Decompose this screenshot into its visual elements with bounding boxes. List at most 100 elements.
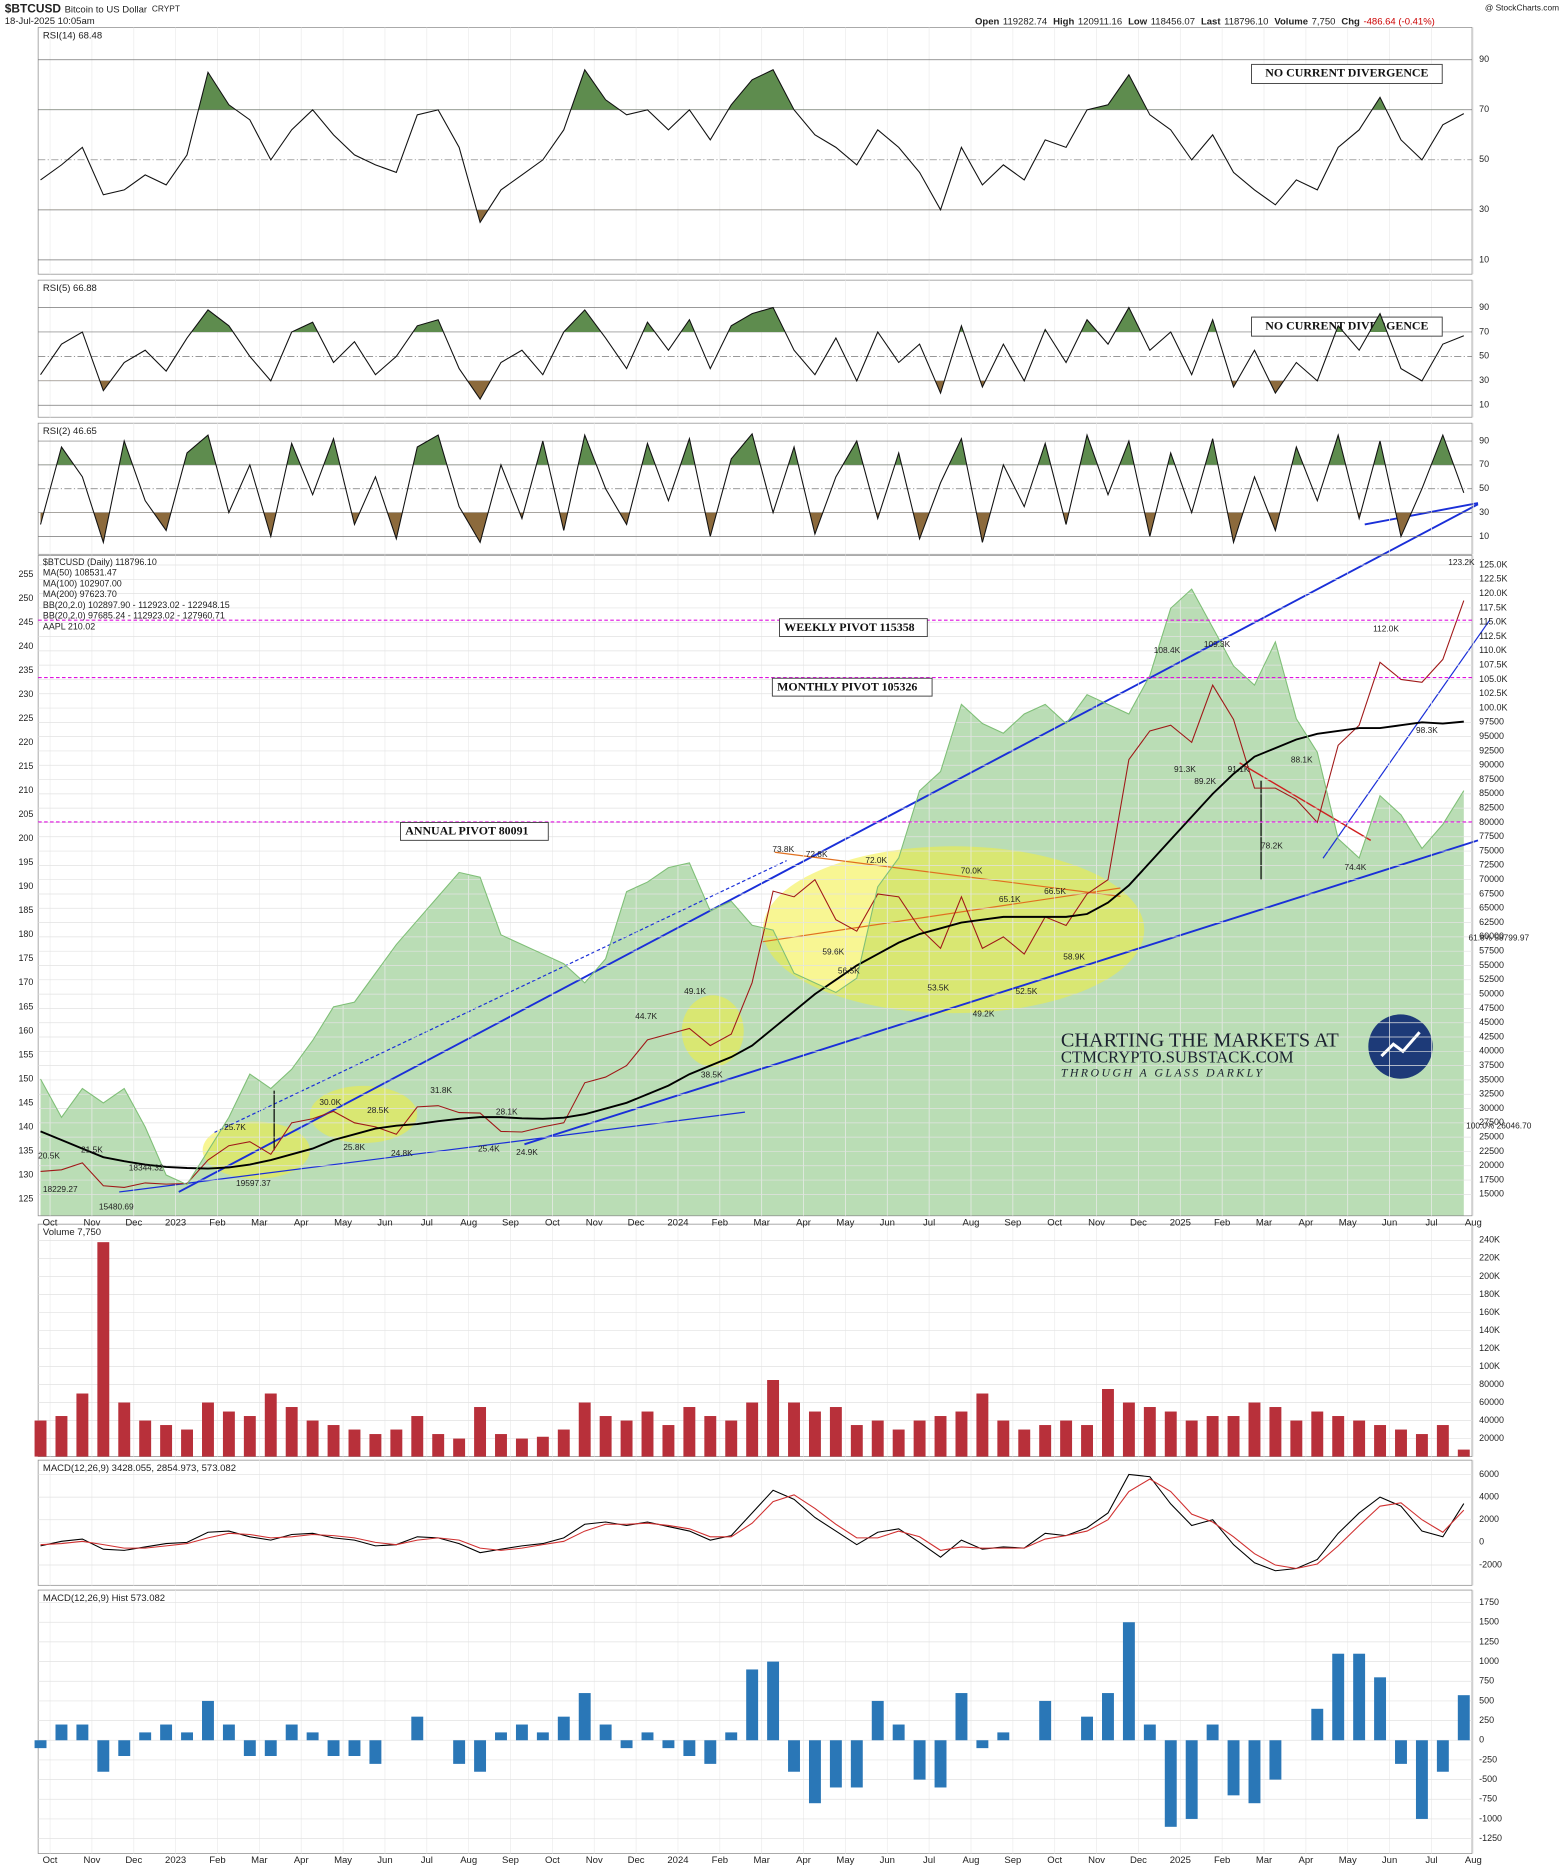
bar <box>1081 1716 1093 1741</box>
panel-title: Volume 7,750 <box>43 1227 101 1238</box>
y2-tick-label: 225 <box>18 713 33 723</box>
name: Bitcoin to US Dollar <box>65 4 148 15</box>
x-tick-label: Jun <box>1382 1855 1397 1866</box>
price-annotation: 44.7K <box>635 1011 657 1021</box>
x-tick-label: Feb <box>209 1217 225 1228</box>
x-tick-label: Mar <box>251 1855 268 1866</box>
y2-tick-label: 255 <box>18 569 33 579</box>
quote-value: -486.64 (-0.41%) <box>1363 16 1434 27</box>
quote-label: Volume <box>1274 16 1308 27</box>
y-tick-label: 240K <box>1479 1235 1500 1245</box>
x-tick-label: Jul <box>421 1217 433 1228</box>
x-tick-label: Jul <box>923 1217 935 1228</box>
y-tick-label: 220K <box>1479 1253 1500 1263</box>
y2-tick-label: 190 <box>18 881 33 891</box>
bar <box>1039 1425 1052 1457</box>
y-tick-label: 30 <box>1479 375 1489 385</box>
y2-tick-label: 200 <box>18 833 33 843</box>
y2-tick-label: 135 <box>18 1145 33 1155</box>
y-tick-label: 62500 <box>1479 917 1504 927</box>
bar <box>306 1420 319 1457</box>
bar <box>997 1732 1010 1741</box>
series-line <box>40 588 1465 1186</box>
highlight <box>309 1085 418 1144</box>
y-tick-label: 1000 <box>1479 1656 1499 1666</box>
panel-3: 15000 17500 20000 22500 25000 27500 30000 32500… <box>18 555 1532 1217</box>
quote-value: 120911.16 <box>1078 16 1122 27</box>
y2-tick-label: 140 <box>18 1121 33 1131</box>
price-annotation: 88.1K <box>1291 755 1313 765</box>
x-tick-label: May <box>836 1217 854 1228</box>
bar <box>432 1434 445 1457</box>
x-tick-label: 2024 <box>667 1217 689 1228</box>
logo-arrow <box>1380 1031 1421 1058</box>
bar <box>390 1429 403 1457</box>
bar <box>892 1724 905 1741</box>
y-tick-label: 125.0K <box>1479 559 1507 569</box>
x-tick-label: 2025 <box>1170 1217 1191 1228</box>
bar <box>578 1402 591 1457</box>
bar <box>97 1740 110 1772</box>
bar <box>1311 1708 1324 1741</box>
price-annotation: 91.3K <box>1174 764 1196 774</box>
price-annotation: 74.4K <box>1344 862 1366 872</box>
trendline <box>1364 502 1479 526</box>
legend-entry: AAPL 210.02 <box>43 621 95 631</box>
bar <box>1164 1740 1177 1827</box>
x-tick-label: Aug <box>963 1217 980 1228</box>
bar <box>976 1393 989 1457</box>
bar <box>1227 1740 1240 1796</box>
y-tick-label: 50000 <box>1479 988 1504 998</box>
bar <box>934 1416 947 1457</box>
bar <box>1206 1724 1219 1741</box>
y-tick-label: 30000 <box>1479 1103 1504 1113</box>
bar <box>599 1416 612 1457</box>
series-line <box>40 68 1465 224</box>
x-tick-label: Dec <box>125 1855 142 1866</box>
bar <box>892 1429 905 1457</box>
y2-tick-label: 235 <box>18 665 33 675</box>
x-tick-label: Feb <box>1214 1855 1230 1866</box>
overbought-fill <box>40 433 1464 465</box>
y-tick-label: 120.0K <box>1479 588 1507 598</box>
x-tick-label: Nov <box>83 1855 100 1866</box>
y-tick-label: 122.5K <box>1479 574 1507 584</box>
x-tick-label: Oct <box>545 1217 560 1228</box>
series-line <box>40 720 1464 1170</box>
y2-tick-label: 240 <box>18 641 33 651</box>
x-tick-label: Feb <box>1214 1217 1230 1228</box>
price-annotation: 49.2K <box>973 1009 995 1019</box>
pivot-label: ANNUAL PIVOT 80091 <box>405 824 528 838</box>
bar <box>76 1724 89 1741</box>
x-tick-label: Oct <box>1047 1217 1062 1228</box>
price-annotation: 72.0K <box>865 855 887 865</box>
y-tick-label: 50 <box>1479 483 1489 493</box>
bar <box>829 1740 842 1788</box>
y-tick-label: 250 <box>1479 1715 1494 1725</box>
x-tick-label: Mar <box>1256 1855 1273 1866</box>
panel-title: RSI(5) 66.88 <box>43 283 97 294</box>
y-tick-label: 90 <box>1479 435 1489 445</box>
header-quote: Open 119282.74 High 120911.16 Low 118456.07 La… <box>975 16 1435 27</box>
bar <box>369 1434 382 1457</box>
x-tick-label: 2023 <box>165 1217 186 1228</box>
bar <box>955 1693 968 1741</box>
y-tick-label: -750 <box>1479 1794 1497 1804</box>
y-tick-label: 120K <box>1479 1343 1500 1353</box>
y-tick-label: 27500 <box>1479 1117 1504 1127</box>
header-title: $BTCUSD Bitcoin to US Dollar CRYPT <box>5 2 180 16</box>
x-tick-label: Jul <box>1425 1855 1437 1866</box>
y-tick-label: 10 <box>1479 254 1489 264</box>
x-tick-label: Jun <box>1382 1217 1397 1228</box>
price-annotation: 58.9K <box>1063 951 1085 961</box>
y-tick-label: 20000 <box>1479 1433 1504 1443</box>
price-annotation: 98.3K <box>1416 725 1438 735</box>
quote-label: Chg <box>1341 16 1360 27</box>
y-tick-label: 90 <box>1479 302 1489 312</box>
trendline <box>774 851 1121 897</box>
y-tick-label: -500 <box>1479 1774 1497 1784</box>
bar <box>913 1740 926 1780</box>
x-tick-label: Jun <box>880 1217 895 1228</box>
y-tick-label: 180K <box>1479 1289 1500 1299</box>
y2-tick-label: 215 <box>18 761 33 771</box>
